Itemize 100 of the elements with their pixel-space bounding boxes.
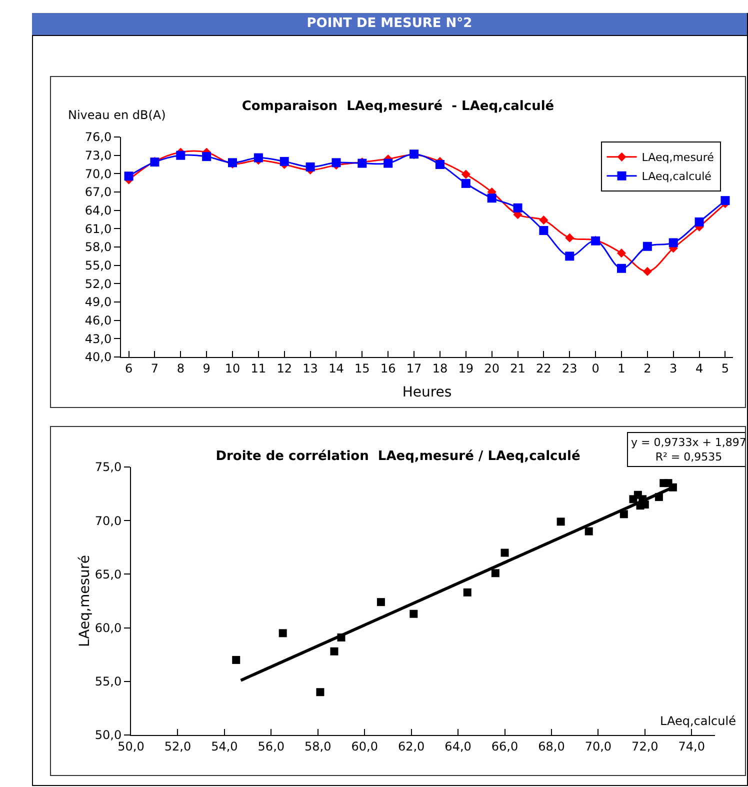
- y-tick-label: 49,0: [84, 295, 112, 310]
- point: [316, 688, 324, 696]
- point: [500, 548, 509, 557]
- x-tick-label: 60,0: [351, 739, 378, 754]
- x-tick-label: 23: [562, 361, 578, 376]
- x-tick-label: 54,0: [211, 739, 238, 754]
- x-tick-label: 1: [618, 361, 626, 376]
- point: [660, 479, 668, 488]
- x-tick-label: 17: [406, 361, 422, 376]
- x-tick-label: 64,0: [444, 739, 472, 754]
- x-axis-title: LAeq,calculé: [660, 714, 736, 728]
- point: [278, 629, 287, 638]
- point: [616, 264, 626, 273]
- point: [539, 216, 548, 225]
- point: [254, 153, 263, 162]
- point: [565, 233, 574, 242]
- y-tick-label: 61,0: [84, 222, 112, 236]
- point: [202, 152, 212, 162]
- x-tick-label: 11: [250, 361, 266, 376]
- x-tick-label: 74,0: [678, 739, 705, 754]
- y-tick-label: 60,0: [94, 621, 122, 635]
- y-tick-label: 67,0: [84, 185, 112, 200]
- x-axis-title: Heures: [402, 384, 452, 401]
- point: [306, 162, 315, 172]
- text: POINT DE MESURE N°2: [32, 13, 747, 36]
- x-tick-label: 15: [354, 361, 370, 376]
- point: [124, 172, 134, 181]
- y-tick-label: 64,0: [84, 204, 112, 218]
- x-tick-label: 13: [302, 361, 318, 376]
- y-tick-label: 43,0: [84, 332, 112, 346]
- point: [616, 248, 626, 258]
- y-axis-title: LAeq,mesuré: [76, 555, 93, 647]
- y-tick-label: 76,0: [84, 130, 112, 144]
- x-tick-label: 8: [176, 361, 184, 376]
- chart-title: Comparaison LAeq,mesuré - LAeq,calculé: [242, 99, 554, 114]
- point: [642, 242, 652, 251]
- point: [463, 588, 472, 596]
- y-tick-label: 46,0: [84, 314, 112, 328]
- point: [461, 178, 470, 188]
- point: [435, 160, 444, 169]
- y-tick-label: 75,0: [94, 460, 122, 474]
- point: [410, 610, 418, 618]
- x-tick-label: 72,0: [632, 739, 658, 754]
- x-tick-label: 6: [124, 361, 133, 376]
- x-tick-label: 21: [510, 361, 526, 376]
- x-tick-label: 16: [380, 361, 396, 376]
- point: [513, 203, 522, 212]
- point: [565, 252, 574, 261]
- point: [491, 569, 500, 578]
- point: [556, 518, 565, 526]
- point: [332, 158, 341, 168]
- point: [642, 266, 652, 276]
- x-tick-label: 7: [150, 361, 159, 376]
- point: [629, 495, 638, 504]
- point: [176, 150, 186, 160]
- text: R² = 0,9535: [655, 450, 722, 464]
- point: [280, 156, 289, 166]
- point: [539, 226, 548, 235]
- legend-label: LAeq,calculé: [642, 170, 712, 184]
- x-tick-label: 3: [670, 361, 678, 376]
- y-axis-title: Niveau en dB(A): [68, 108, 166, 122]
- x-tick-label: 5: [721, 361, 730, 376]
- x-tick-label: 14: [328, 361, 344, 376]
- x-tick-label: 9: [202, 361, 210, 376]
- point: [330, 647, 338, 656]
- y-tick-label: 52,0: [84, 276, 112, 291]
- point: [487, 194, 496, 203]
- y-tick-label: 70,0: [94, 514, 122, 528]
- chart-title: Droite de corrélation LAeq,mesuré / LAeq,calculé: [216, 449, 580, 464]
- legend-label: LAeq,mesuré: [642, 151, 714, 164]
- point: [232, 656, 240, 664]
- x-tick-label: 0: [592, 361, 600, 376]
- point: [384, 158, 393, 168]
- x-tick-label: 58,0: [304, 739, 332, 754]
- x-tick-label: 18: [432, 361, 448, 376]
- y-tick-label: 65,0: [94, 567, 122, 582]
- y-tick-label: 58,0: [84, 240, 112, 254]
- point: [694, 217, 704, 226]
- y-tick-label: 55,0: [84, 258, 112, 273]
- x-tick-label: 2: [644, 361, 652, 376]
- y-tick-label: 55,0: [94, 674, 122, 689]
- point: [376, 598, 385, 606]
- x-tick-label: 22: [536, 361, 552, 376]
- x-tick-label: 56,0: [258, 739, 285, 754]
- x-tick-label: 4: [695, 361, 704, 376]
- x-tick-label: 12: [276, 361, 292, 376]
- x-tick-label: 62,0: [398, 739, 425, 754]
- x-tick-label: 10: [224, 361, 240, 376]
- x-tick-label: 20: [484, 361, 500, 376]
- y-tick-label: 40,0: [84, 350, 112, 364]
- point: [668, 238, 678, 248]
- x-tick-label: 19: [458, 361, 474, 376]
- x-tick-label: 52,0: [164, 739, 192, 754]
- point: [584, 527, 593, 536]
- point: [461, 170, 470, 179]
- x-tick-label: 68,0: [538, 739, 565, 754]
- point: [720, 196, 730, 206]
- y-tick-label: 73,0: [84, 148, 112, 163]
- y-tick-label: 70,0: [84, 166, 112, 181]
- x-tick-label: 66,0: [491, 739, 518, 754]
